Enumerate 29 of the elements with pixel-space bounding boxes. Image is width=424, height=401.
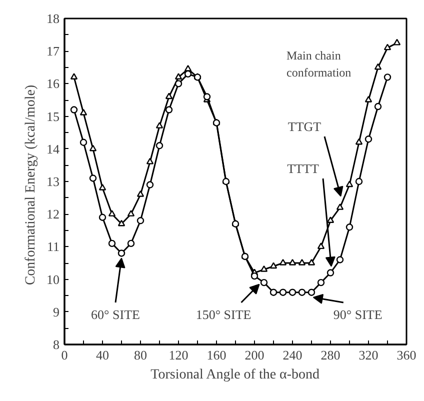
x-tick-label: 40 <box>96 348 109 362</box>
text: TTGT <box>288 119 322 134</box>
annotation: 90° SITE <box>333 307 382 322</box>
x-axis-title: Torsional Angle of the α-bond <box>150 368 320 382</box>
x-tick-label: 80 <box>134 348 147 362</box>
x-tick-label: 160 <box>206 348 226 362</box>
x-tick-label: 240 <box>282 348 302 362</box>
y-tick-label: 15 <box>46 108 60 124</box>
x-tick-label: 0 <box>61 348 68 362</box>
y-tick-label: 18 <box>46 11 60 26</box>
annotation: 150° SITE <box>196 307 252 322</box>
y-tick-label: 8 <box>53 337 60 352</box>
annotation: 60° SITE <box>91 307 140 322</box>
y-tick-label: 12 <box>46 206 60 222</box>
y-tick-label: 10 <box>46 272 60 287</box>
y-axis-title: Conformational Energy (kcal/mole) <box>24 84 38 286</box>
y-tick-label: 13 <box>46 174 60 189</box>
text: TTTT <box>287 161 319 176</box>
y-tick-label: 16 <box>46 76 60 92</box>
x-tick-label: 280 <box>320 348 340 362</box>
y-tick-label: 17 <box>46 44 60 59</box>
y-tick-label: 14 <box>46 141 60 156</box>
y-tick-label: 9 <box>53 304 60 320</box>
x-tick-label: 200 <box>244 348 264 362</box>
x-tick-label: 120 <box>168 348 188 362</box>
y-tick-label: 11 <box>46 239 60 254</box>
legend-title: Main chain conformation <box>286 48 352 80</box>
x-tick-label: 360 <box>396 348 416 362</box>
x-tick-label: 320 <box>358 348 378 362</box>
